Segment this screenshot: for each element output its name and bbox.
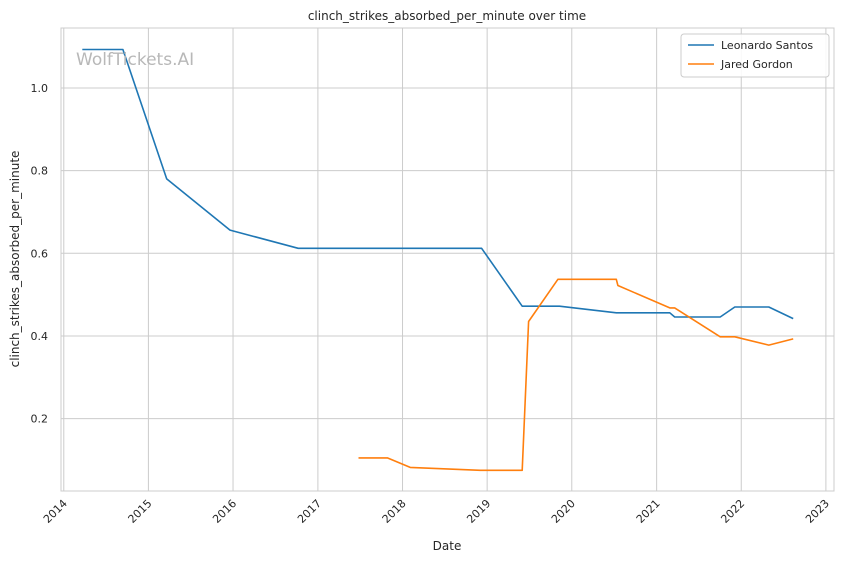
y-tick-label: 0.2 — [31, 413, 49, 426]
y-tick-labels: 0.2 0.4 0.6 0.8 1.0 — [31, 82, 49, 426]
legend: Leonardo Santos Jared Gordon — [680, 33, 830, 78]
plot-area — [61, 28, 834, 491]
x-tick-label: 2014 — [41, 497, 70, 526]
x-tick-label: 2015 — [126, 497, 155, 526]
x-axis-label: Date — [433, 539, 462, 553]
x-gridlines — [63, 28, 827, 491]
chart-title: clinch_strikes_absorbed_per_minute over … — [308, 9, 586, 23]
y-axis-label: clinch_strikes_absorbed_per_minute — [8, 151, 22, 368]
series-layer — [82, 48, 794, 472]
x-tick-label: 2023 — [803, 497, 832, 526]
plot-frame — [60, 27, 835, 492]
y-tick-label: 0.6 — [31, 247, 49, 260]
series-line-2 — [358, 278, 794, 472]
x-tick-label: 2020 — [549, 497, 578, 526]
x-tick-label: 2021 — [634, 497, 663, 526]
y-tick-label: 0.4 — [31, 330, 49, 343]
legend-label-series-1: Leonardo Santos — [721, 39, 813, 52]
x-tick-label: 2022 — [718, 497, 747, 526]
series-line-1 — [82, 48, 794, 320]
x-tick-label: 2016 — [210, 497, 239, 526]
x-tick-label: 2017 — [295, 497, 324, 526]
watermark: WolfTickets.AI — [76, 50, 194, 70]
y-tick-label: 0.8 — [31, 165, 49, 178]
y-gridlines — [61, 87, 834, 420]
x-tick-labels: 2014 2015 2016 2017 2018 2019 2020 2021 2022 2023 — [41, 497, 832, 526]
x-tick-label: 2019 — [464, 497, 493, 526]
x-tick-label: 2018 — [380, 497, 409, 526]
legend-frame — [680, 33, 830, 78]
legend-label-series-2: Jared Gordon — [720, 58, 793, 71]
y-tick-label: 1.0 — [31, 82, 49, 95]
